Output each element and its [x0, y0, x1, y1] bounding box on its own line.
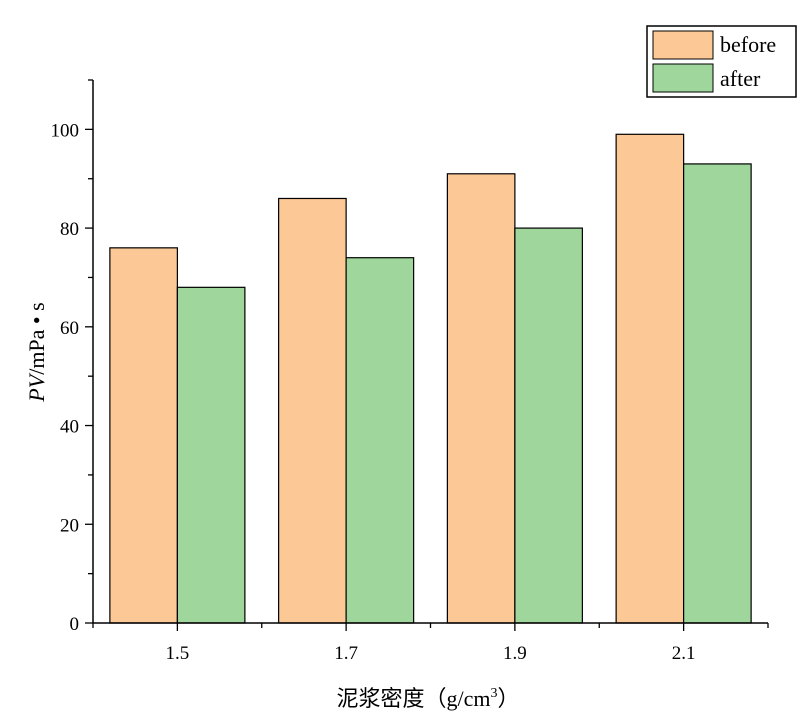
x-axis-title: 泥浆密度（g/cm3）: [336, 686, 519, 711]
y-axis-title-unit: /mPa • s: [24, 302, 49, 375]
y-axis-title-variable: PV: [24, 372, 49, 402]
legend-swatch-before: [652, 30, 714, 60]
axes-layer: 0 20 40 60 80 100 1.5 1.7 1.9 2.1: [51, 79, 769, 664]
legend: before after: [646, 25, 797, 98]
bar-before-1.7: [278, 197, 347, 624]
x-tick-label: 2.1: [672, 643, 696, 664]
bar-after-1.7: [345, 257, 415, 624]
y-axis-title: PV/mPa • s: [24, 302, 49, 402]
bar-before-1.9: [446, 173, 516, 624]
legend-swatch-after: [652, 63, 714, 93]
x-axis-title-superscript: 3: [490, 686, 497, 701]
y-tick-label: 60: [60, 318, 79, 339]
y-tick-label: 100: [51, 120, 80, 141]
bar-after-2.1: [683, 163, 752, 624]
y-tick-label: 20: [60, 515, 79, 536]
bar-before-2.1: [615, 133, 685, 624]
y-tick-label: 80: [60, 219, 79, 240]
y-tick-label: 40: [60, 417, 79, 438]
x-axis-title-close: ）: [497, 686, 519, 711]
bar-after-1.9: [514, 227, 583, 624]
x-tick-label: 1.7: [334, 643, 358, 664]
x-tick-label: 1.5: [166, 643, 190, 664]
x-tick-label: 1.9: [503, 643, 527, 664]
bars-layer: [109, 133, 752, 624]
x-axis-title-main: 泥浆密度（g/cm: [336, 686, 490, 711]
y-tick-label: 0: [70, 614, 80, 635]
bar-after-1.5: [176, 286, 246, 624]
legend-label-after: after: [720, 66, 761, 91]
legend-label-before: before: [720, 32, 776, 57]
bar-before-1.5: [109, 247, 178, 624]
